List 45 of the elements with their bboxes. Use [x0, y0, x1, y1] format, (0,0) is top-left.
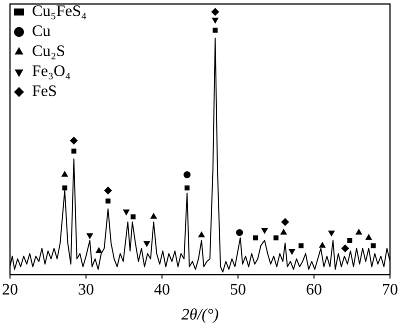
x-tick-label: 40 — [154, 281, 170, 298]
point — [365, 234, 372, 240]
point — [318, 242, 326, 248]
point — [288, 248, 296, 255]
point — [281, 218, 290, 226]
point — [341, 244, 350, 252]
point — [184, 171, 191, 178]
point — [95, 246, 102, 253]
point — [274, 235, 278, 240]
point — [106, 198, 111, 204]
point — [71, 148, 76, 154]
legend-label: Fe₃O₄ — [32, 63, 72, 80]
x-tick-label: 30 — [78, 281, 94, 298]
point — [328, 230, 335, 237]
point — [130, 214, 136, 220]
point — [370, 243, 376, 248]
point — [355, 228, 362, 235]
x-tick-label: 70 — [382, 281, 398, 298]
x-tick-label: 20 — [2, 281, 18, 298]
point — [62, 185, 68, 190]
point — [211, 8, 220, 16]
point — [280, 228, 288, 235]
point — [298, 243, 304, 248]
x-tick-label: 60 — [306, 281, 322, 298]
point — [86, 233, 94, 240]
point — [253, 235, 258, 240]
x-axis-title: 2θ/(°) — [181, 306, 219, 324]
point — [122, 210, 130, 216]
point — [104, 186, 112, 195]
point — [198, 231, 205, 238]
point — [70, 136, 78, 145]
point — [61, 170, 68, 177]
point — [212, 28, 218, 33]
legend-label: FeS — [32, 83, 57, 100]
legend-label: Cu — [32, 23, 51, 40]
point — [150, 212, 158, 219]
x-tick-label: 50 — [230, 281, 246, 298]
point — [143, 241, 150, 248]
point — [347, 238, 352, 243]
point — [212, 18, 219, 24]
point — [184, 185, 190, 190]
point — [236, 229, 244, 236]
legend-label: Cu₅FeS₄ — [32, 3, 88, 20]
point — [261, 228, 268, 234]
legend-label: Cu₂S — [32, 43, 66, 60]
